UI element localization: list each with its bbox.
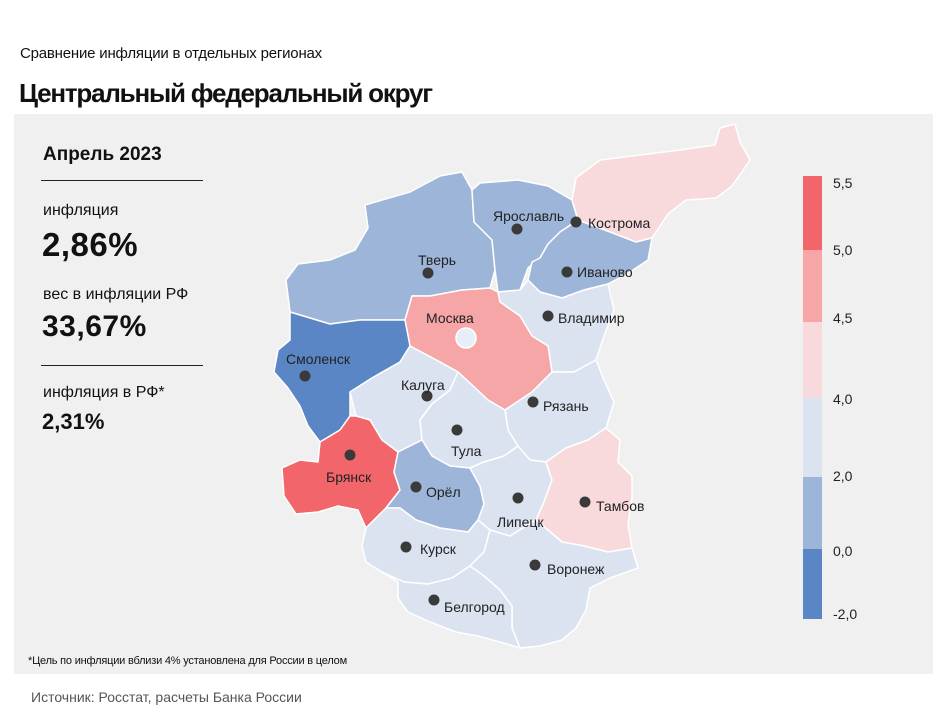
source-note: Источник: Росстат, расчеты Банка России bbox=[31, 689, 302, 705]
legend-swatch bbox=[803, 398, 822, 477]
rf-inflation-label: инфляция в РФ* bbox=[43, 384, 165, 401]
city-label-belgorod: Белгород bbox=[444, 599, 505, 615]
city-label-smolensk: Смоленск bbox=[286, 351, 351, 367]
chart-subtitle: Сравнение инфляции в отдельных регионах bbox=[20, 45, 322, 62]
city-marker-kaluga bbox=[421, 390, 433, 402]
legend-swatch bbox=[803, 477, 822, 549]
city-label-ivanovo: Иваново bbox=[577, 264, 633, 280]
divider bbox=[41, 365, 203, 366]
legend-label: 4,0 bbox=[833, 391, 853, 407]
city-marker-smolensk bbox=[299, 370, 311, 382]
city-label-lipetsk: Липецк bbox=[497, 514, 544, 530]
city-label-kaluga: Калуга bbox=[401, 377, 445, 393]
footnote: *Цель по инфляции вблизи 4% установлена … bbox=[28, 655, 347, 667]
city-marker-tambov bbox=[579, 496, 591, 508]
city-marker-yaroslavl bbox=[511, 223, 523, 235]
city-label-tver: Тверь bbox=[418, 252, 456, 268]
city-marker-kostroma bbox=[570, 216, 582, 228]
legend-label: 0,0 bbox=[833, 543, 853, 559]
inflation-label: инфляция bbox=[43, 202, 119, 219]
regions-layer bbox=[273, 123, 751, 649]
chart-title: Центральный федеральный округ bbox=[19, 78, 433, 108]
city-label-kursk: Курск bbox=[420, 541, 457, 557]
city-marker-ryazan bbox=[527, 396, 539, 408]
region-tambov bbox=[535, 427, 633, 553]
city-label-voronezh: Воронеж bbox=[547, 561, 605, 577]
inflation-value: 2,86% bbox=[42, 226, 139, 263]
city-label-bryansk: Брянск bbox=[326, 469, 372, 485]
city-label-tambov: Тамбов bbox=[596, 498, 644, 514]
legend-swatch bbox=[803, 176, 822, 250]
legend-swatch bbox=[803, 250, 822, 322]
region-belgorod bbox=[381, 565, 521, 649]
stats-block: Апрель 2023 инфляция 2,86% вес в инфляци… bbox=[41, 144, 203, 434]
legend-label: 5,0 bbox=[833, 242, 853, 258]
city-marker-voronezh bbox=[529, 559, 541, 571]
city-marker-orel bbox=[410, 481, 422, 493]
legend-label: 2,0 bbox=[833, 468, 853, 484]
city-marker-vladimir bbox=[542, 310, 554, 322]
divider bbox=[41, 180, 203, 181]
city-marker-kursk bbox=[400, 541, 412, 553]
legend-label: 4,5 bbox=[833, 310, 853, 326]
legend-swatch bbox=[803, 549, 822, 619]
city-marker-moskva bbox=[455, 327, 477, 349]
city-marker-ivanovo bbox=[561, 266, 573, 278]
city-markers: Тверь Ярославль Кострома Иваново Владимир Мос… bbox=[286, 208, 651, 615]
city-marker-belgorod bbox=[428, 594, 440, 606]
city-label-ryazan: Рязань bbox=[543, 398, 589, 414]
legend-swatch bbox=[803, 322, 822, 398]
color-legend: 5,5 5,0 4,5 4,0 2,0 0,0 -2,0 bbox=[803, 175, 857, 622]
city-marker-tver bbox=[422, 267, 434, 279]
rf-inflation-value: 2,31% bbox=[42, 409, 105, 434]
city-marker-bryansk bbox=[344, 449, 356, 461]
region-ivanovo bbox=[527, 219, 653, 299]
legend-label: 5,5 bbox=[833, 175, 853, 191]
weight-label: вес в инфляции РФ bbox=[43, 286, 189, 303]
city-label-yaroslavl: Ярославль bbox=[493, 208, 564, 224]
city-marker-tula bbox=[451, 424, 463, 436]
city-label-kostroma: Кострома bbox=[588, 215, 651, 231]
weight-value: 33,67% bbox=[42, 310, 147, 343]
period-label: Апрель 2023 bbox=[43, 144, 162, 165]
legend-label: -2,0 bbox=[833, 606, 857, 622]
city-label-vladimir: Владимир bbox=[558, 310, 625, 326]
city-label-moskva: Москва bbox=[426, 310, 474, 326]
city-marker-lipetsk bbox=[512, 492, 524, 504]
city-label-tula: Тула bbox=[451, 443, 482, 459]
city-label-orel: Орёл bbox=[426, 484, 461, 500]
